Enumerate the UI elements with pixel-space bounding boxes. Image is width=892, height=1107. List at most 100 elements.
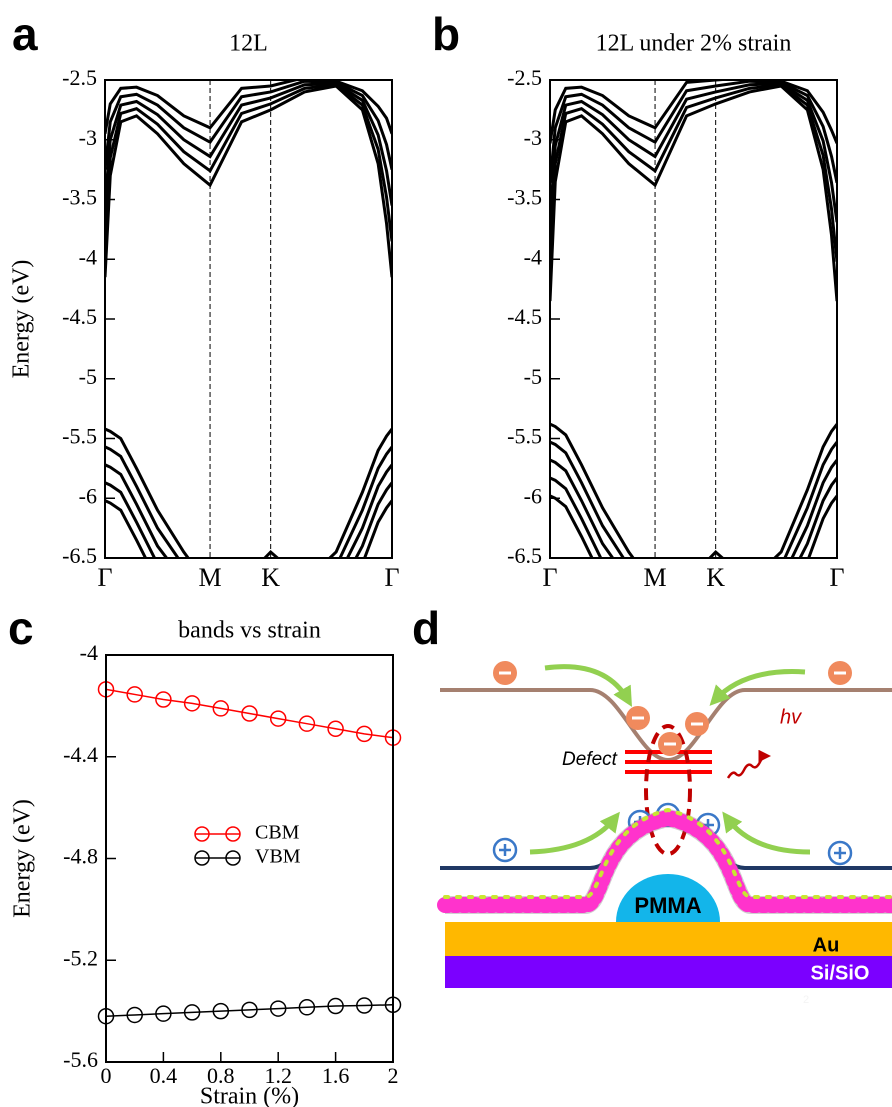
y-tick-label: -6 bbox=[524, 483, 542, 508]
marker bbox=[356, 997, 373, 1014]
molecular-layer bbox=[437, 807, 892, 914]
plot-frame bbox=[105, 654, 394, 1063]
substrate-label: Si/SiO bbox=[811, 962, 870, 984]
marker bbox=[155, 691, 172, 708]
band-line bbox=[105, 499, 392, 558]
marker bbox=[212, 700, 230, 717]
plot-frame bbox=[104, 79, 393, 559]
photon-label: hv bbox=[780, 706, 802, 728]
marker bbox=[155, 1005, 172, 1022]
marker bbox=[269, 1000, 287, 1017]
panel-label: b bbox=[432, 8, 460, 60]
band-line bbox=[105, 481, 392, 558]
legend-label: VBM bbox=[255, 846, 301, 868]
y-tick-label: -4.5 bbox=[507, 304, 542, 329]
y-tick-label: -5.2 bbox=[63, 945, 98, 970]
y-tick-label: -2.5 bbox=[507, 65, 542, 90]
legend-label: CBM bbox=[255, 822, 300, 844]
marker bbox=[183, 1004, 201, 1021]
marker bbox=[269, 710, 287, 727]
y-tick-label: -5.5 bbox=[62, 424, 97, 449]
x-tick-label: 1.2 bbox=[264, 1063, 292, 1088]
marker bbox=[327, 720, 344, 738]
plot-area bbox=[105, 80, 392, 558]
defect-label: Defect bbox=[562, 749, 618, 770]
gold-layer bbox=[445, 922, 892, 956]
legend-marker bbox=[194, 826, 210, 842]
carrier-arrows bbox=[529, 664, 811, 855]
band-line bbox=[105, 427, 392, 558]
y-tick-label: -4.5 bbox=[62, 304, 97, 329]
x-tick-label: M bbox=[643, 563, 666, 592]
x-tick-label: 0.4 bbox=[150, 1063, 178, 1088]
photon bbox=[726, 749, 771, 779]
y-tick-label: -2.5 bbox=[62, 65, 97, 90]
marker bbox=[298, 999, 316, 1016]
band-line bbox=[105, 84, 392, 278]
band-line bbox=[550, 83, 837, 262]
x-tick-label: 0 bbox=[101, 1063, 112, 1088]
x-axis-label: Strain (%) bbox=[200, 1084, 299, 1107]
y-tick-label: -3.5 bbox=[507, 185, 542, 210]
chart-title: 12L bbox=[229, 31, 268, 57]
band-line bbox=[550, 440, 837, 558]
x-tick-label: Γ bbox=[384, 563, 399, 592]
gold-label: Au bbox=[813, 934, 840, 956]
y-tick-label: -5.5 bbox=[507, 424, 542, 449]
series-line bbox=[106, 688, 393, 739]
marker bbox=[183, 695, 201, 712]
band-line bbox=[550, 80, 837, 144]
diagram: d Defect hv PMMA bbox=[412, 602, 892, 1006]
x-tick-label: Γ bbox=[97, 563, 112, 592]
band-line bbox=[550, 422, 837, 558]
recombination-zone bbox=[644, 724, 692, 856]
band-line bbox=[105, 80, 392, 170]
band-line bbox=[550, 476, 837, 558]
plot-frame bbox=[549, 79, 838, 559]
band-line bbox=[550, 458, 837, 558]
marker bbox=[298, 715, 316, 732]
y-axis-label: Energy (eV) bbox=[10, 799, 36, 918]
marker bbox=[356, 725, 373, 743]
legend-marker bbox=[194, 850, 210, 866]
plot-area bbox=[550, 80, 837, 558]
panel-label: c bbox=[8, 602, 34, 654]
marker bbox=[126, 686, 143, 703]
marker bbox=[241, 705, 258, 722]
legend-marker bbox=[225, 826, 241, 842]
band-line bbox=[105, 82, 392, 206]
x-tick-label: 1.6 bbox=[322, 1063, 350, 1088]
band-line bbox=[550, 494, 837, 558]
legend-marker bbox=[225, 850, 241, 866]
band-line bbox=[550, 80, 837, 184]
pmma-dome bbox=[616, 874, 720, 922]
x-tick-label: Γ bbox=[829, 563, 844, 592]
x-tick-label: K bbox=[706, 563, 725, 592]
pmma-label: PMMA bbox=[634, 893, 701, 918]
x-tick-label: 2 bbox=[388, 1063, 399, 1088]
x-tick-label: K bbox=[261, 563, 280, 592]
y-tick-label: -3.5 bbox=[62, 185, 97, 210]
y-tick-label: -5 bbox=[524, 364, 542, 389]
panel-label: d bbox=[412, 602, 440, 654]
chart-title: 12L under 2% strain bbox=[596, 31, 792, 57]
band-line bbox=[105, 445, 392, 558]
y-tick-label: -4.8 bbox=[63, 844, 98, 869]
marker bbox=[212, 1002, 230, 1020]
panel-label: a bbox=[12, 8, 38, 60]
marker bbox=[126, 1006, 143, 1024]
band-line bbox=[105, 83, 392, 242]
band-line bbox=[105, 80, 392, 135]
y-tick-label: -4 bbox=[80, 640, 98, 665]
plot-area bbox=[106, 688, 393, 1017]
band-line bbox=[550, 84, 837, 302]
electrons bbox=[493, 661, 852, 756]
x-tick-label: 0.8 bbox=[207, 1063, 235, 1088]
x-tick-label: Γ bbox=[542, 563, 557, 592]
y-tick-label: -4 bbox=[79, 244, 97, 269]
y-tick-label: -5.6 bbox=[63, 1047, 98, 1072]
substrate-subscript: 2 bbox=[803, 994, 809, 1006]
y-tick-label: -4.4 bbox=[63, 742, 98, 767]
series-line bbox=[106, 1004, 393, 1017]
